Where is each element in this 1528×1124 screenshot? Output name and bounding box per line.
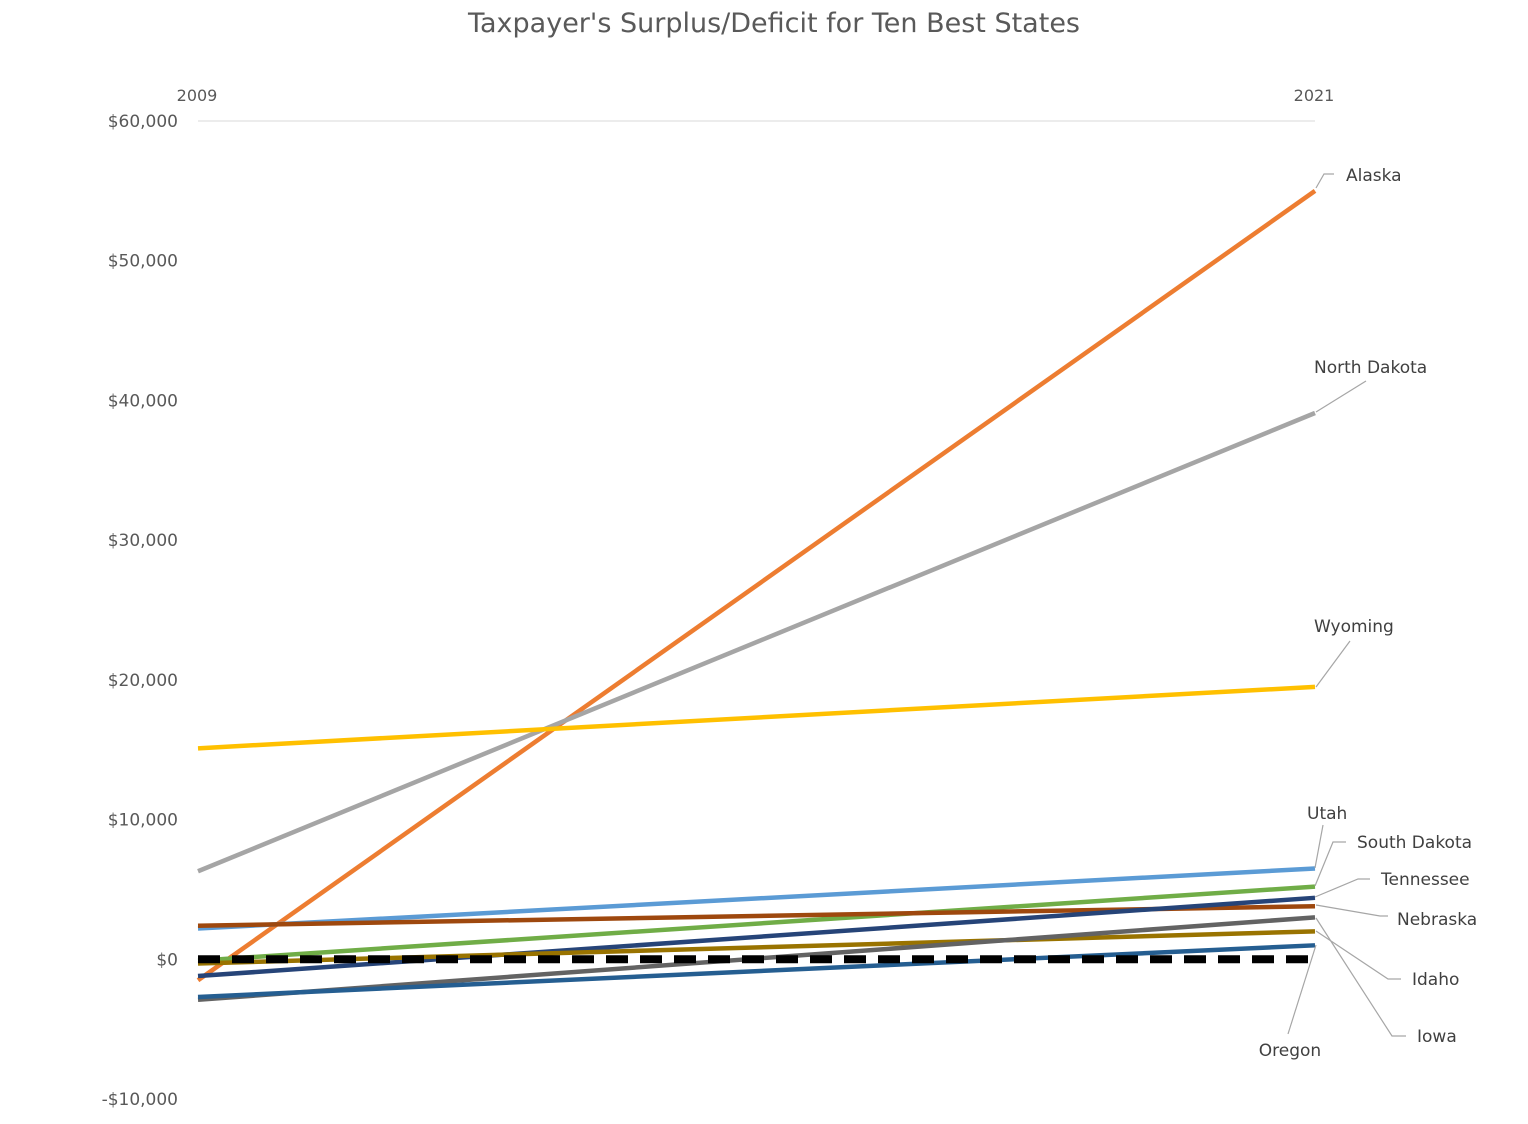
leader-line [1315, 640, 1351, 688]
series-label: Idaho [1412, 970, 1459, 990]
series-label: Alaska [1346, 166, 1402, 186]
y-tick-label: $10,000 [108, 811, 178, 831]
leader-line [1315, 930, 1401, 980]
series-label: North Dakota [1314, 358, 1427, 378]
y-axis: $60,000 $50,000 $40,000 $30,000 $20,000 $10,0… [102, 112, 178, 1110]
series-line-north-dakota [197, 410, 1316, 874]
x-category-label: 2021 [1294, 86, 1335, 105]
series-label: Iowa [1417, 1027, 1457, 1047]
series-labels: Alaska North Dakota Wyoming Utah South Dakot… [1259, 166, 1477, 1061]
y-tick-label: -$10,000 [102, 1090, 178, 1110]
y-tick-label: $60,000 [108, 112, 178, 132]
series-line-utah [197, 866, 1316, 931]
leader-line [1315, 904, 1388, 917]
leader-line [1315, 917, 1406, 1037]
series-line-alaska [196, 189, 1317, 983]
series-label: Nebraska [1397, 910, 1477, 930]
y-tick-label: $20,000 [108, 671, 178, 691]
series-line-wyoming [197, 684, 1316, 751]
y-tick-label: $0 [156, 950, 178, 970]
x-category-label: 2009 [177, 86, 218, 105]
series-line-south-dakota [197, 884, 1316, 963]
leader-line [1315, 380, 1367, 413]
series-lines [196, 189, 1317, 1003]
y-tick-label: $50,000 [108, 252, 178, 272]
y-tick-label: $30,000 [108, 531, 178, 551]
series-label: Oregon [1259, 1041, 1321, 1061]
leader-line [1315, 173, 1334, 189]
leader-line [1314, 841, 1346, 887]
chart-title: Taxpayer's Surplus/Deficit for Ten Best … [467, 8, 1080, 39]
series-label: Tennessee [1380, 870, 1470, 890]
series-label: Wyoming [1314, 617, 1394, 637]
series-label: South Dakota [1357, 833, 1472, 853]
series-line-oregon [197, 943, 1316, 1000]
leader-line [1287, 944, 1317, 1035]
x-axis: 2009 2021 [177, 86, 1335, 105]
series-label: Utah [1307, 804, 1347, 824]
leader-line [1314, 824, 1324, 869]
leader-line [1314, 878, 1370, 898]
y-tick-label: $40,000 [108, 391, 178, 411]
label-leaders [1287, 173, 1406, 1037]
